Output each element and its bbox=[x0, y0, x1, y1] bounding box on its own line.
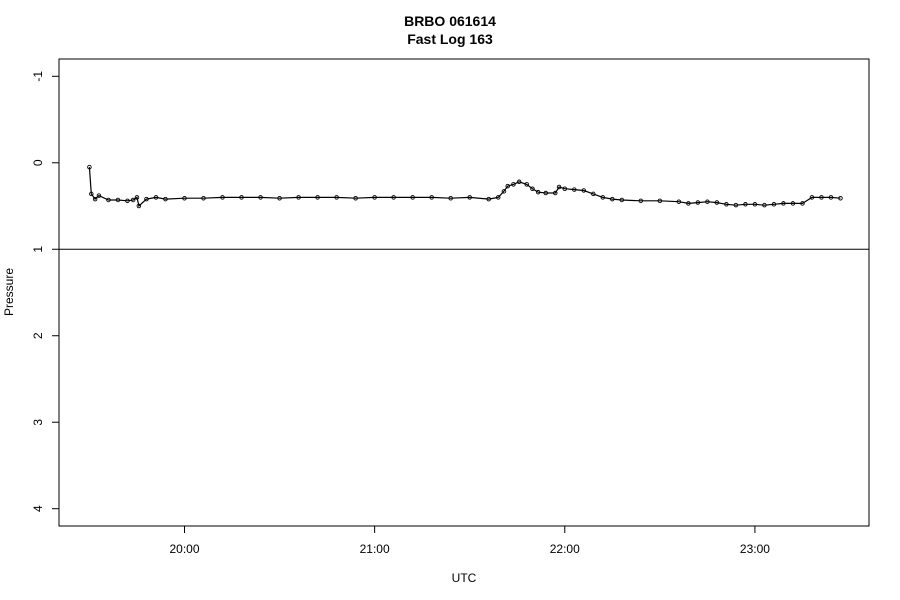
data-point bbox=[163, 196, 168, 202]
data-point bbox=[201, 195, 206, 201]
data-point bbox=[619, 197, 625, 203]
data-point bbox=[705, 199, 710, 204]
data-point bbox=[657, 198, 663, 204]
data-point bbox=[752, 202, 758, 207]
x-tick-label: 23:00 bbox=[740, 542, 770, 556]
data-point bbox=[572, 187, 577, 192]
data-point bbox=[87, 164, 92, 170]
data-point bbox=[353, 195, 358, 201]
data-point bbox=[800, 201, 805, 206]
data-point bbox=[136, 203, 142, 209]
data-point bbox=[676, 199, 682, 204]
data-point bbox=[106, 197, 111, 203]
data-point bbox=[553, 190, 558, 196]
y-tick-label: 0 bbox=[31, 159, 45, 166]
data-point bbox=[92, 196, 98, 202]
data-point bbox=[714, 200, 720, 205]
data-point bbox=[153, 195, 159, 200]
data-point bbox=[591, 191, 596, 197]
data-point bbox=[828, 195, 834, 200]
x-axis: 20:00 21:00 22:00 23:00 bbox=[169, 526, 770, 556]
x-axis-label: UTC bbox=[452, 571, 477, 585]
data-point bbox=[144, 196, 149, 202]
data-point bbox=[277, 195, 282, 201]
y-tick-label: 4 bbox=[31, 505, 45, 512]
data-point bbox=[96, 193, 102, 198]
data-point bbox=[771, 202, 777, 207]
series-line bbox=[88, 167, 841, 208]
data-point bbox=[516, 179, 522, 185]
data-point bbox=[743, 202, 748, 207]
data-point bbox=[372, 195, 377, 200]
y-axis: -1 0 1 2 3 4 bbox=[31, 71, 59, 512]
data-point bbox=[809, 195, 815, 200]
data-point bbox=[89, 191, 94, 197]
data-point bbox=[115, 197, 121, 203]
data-point bbox=[556, 184, 562, 190]
data-point bbox=[429, 195, 434, 200]
x-tick-label: 21:00 bbox=[360, 542, 390, 556]
x-tick-label: 22:00 bbox=[550, 542, 580, 556]
y-tick-label: 3 bbox=[31, 419, 45, 426]
data-point bbox=[134, 195, 140, 200]
data-point bbox=[600, 195, 606, 200]
data-point bbox=[638, 198, 644, 204]
data-point bbox=[838, 195, 843, 201]
chart-title: BRBO 061614 bbox=[404, 13, 496, 29]
data-point bbox=[315, 195, 320, 200]
data-point bbox=[182, 195, 187, 201]
chart-subtitle: Fast Log 163 bbox=[407, 31, 493, 47]
series-group bbox=[87, 164, 843, 209]
data-point bbox=[334, 195, 339, 200]
data-point bbox=[410, 195, 415, 200]
y-tick-label: 1 bbox=[31, 246, 45, 253]
data-point bbox=[686, 201, 691, 206]
data-point bbox=[501, 189, 507, 194]
data-point bbox=[762, 202, 767, 208]
data-point bbox=[610, 196, 615, 202]
data-point bbox=[819, 195, 824, 200]
data-point bbox=[724, 202, 729, 207]
data-point bbox=[486, 196, 491, 202]
y-tick-label: -1 bbox=[31, 71, 45, 82]
data-point bbox=[581, 188, 587, 193]
data-point bbox=[467, 195, 472, 200]
data-point bbox=[781, 201, 786, 206]
data-point bbox=[239, 195, 244, 200]
data-point bbox=[130, 197, 136, 203]
y-tick-label: 2 bbox=[31, 332, 45, 339]
data-point bbox=[391, 195, 396, 200]
data-point bbox=[535, 189, 541, 195]
data-point bbox=[220, 195, 225, 200]
y-axis-label: Pressure bbox=[2, 268, 16, 316]
data-point bbox=[505, 183, 510, 189]
data-point bbox=[733, 202, 739, 208]
x-tick-label: 20:00 bbox=[169, 542, 199, 556]
data-point bbox=[296, 195, 301, 200]
data-point bbox=[524, 182, 529, 187]
data-point bbox=[543, 190, 549, 196]
data-point bbox=[448, 195, 453, 201]
data-point bbox=[258, 195, 263, 200]
data-point bbox=[511, 182, 516, 187]
data-point bbox=[695, 200, 701, 205]
data-point bbox=[530, 186, 535, 191]
data-point bbox=[790, 201, 796, 206]
data-point bbox=[562, 186, 568, 191]
data-point bbox=[125, 198, 130, 204]
plot-frame bbox=[58, 58, 870, 527]
data-point bbox=[495, 195, 501, 200]
